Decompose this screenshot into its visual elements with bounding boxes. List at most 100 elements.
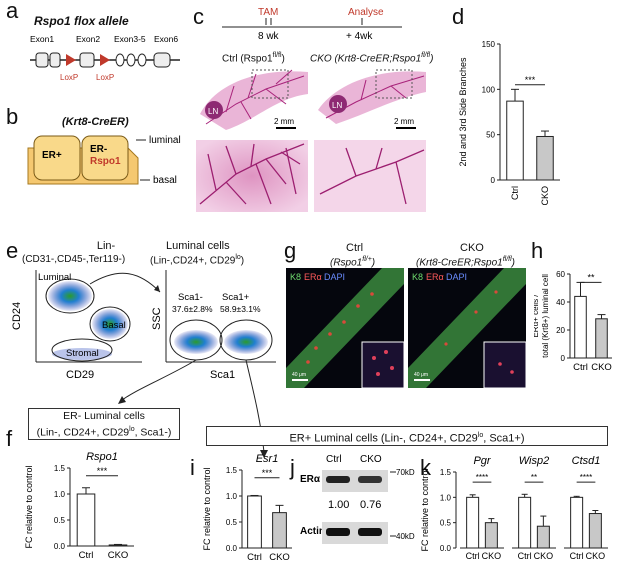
bar-ctsd1-ctrl bbox=[570, 496, 584, 549]
y-axis-label: ERα+ cells / bbox=[534, 294, 540, 338]
significance-label: **** bbox=[580, 473, 592, 482]
x-tick-label: CKO bbox=[269, 552, 290, 563]
bar-pgr-ctrl bbox=[466, 496, 480, 549]
loxp-label-2: LoxP bbox=[96, 73, 114, 82]
y-tick-label: 0.5 bbox=[226, 518, 238, 527]
timeline: TAM Analyse 8 wk + 4wk bbox=[222, 7, 402, 42]
bar-ctrl bbox=[506, 100, 524, 181]
g-ctrl-title: Ctrl bbox=[346, 242, 364, 254]
y-tick-label: 0.0 bbox=[226, 544, 238, 553]
k8-label-cko: K8 bbox=[412, 272, 423, 282]
tam-label: TAM bbox=[258, 7, 278, 18]
x-tick-label: CKO bbox=[586, 551, 606, 561]
scale-bar-cko: 2 mm bbox=[394, 117, 414, 126]
scale-bar-ctrl: 2 mm bbox=[274, 117, 294, 126]
lin-title: Lin- bbox=[96, 240, 116, 252]
panel-letter-i: i bbox=[190, 455, 195, 480]
x-tick-label: CKO bbox=[108, 550, 129, 561]
y-tick-label: 40 bbox=[556, 298, 565, 307]
ln-label-cko: LN bbox=[332, 101, 342, 110]
blot-cko-label: CKO bbox=[360, 454, 382, 465]
x-tick-label: Ctrl bbox=[79, 550, 94, 561]
sca1-axis-label: Sca1 bbox=[210, 369, 235, 381]
stromal-gate: Stromal bbox=[66, 348, 99, 359]
basal-gate: Basal bbox=[102, 320, 126, 331]
blot-actin-label: Actin bbox=[300, 526, 325, 537]
bar-ctrl bbox=[247, 495, 262, 549]
chart-k: 0.0 0.5 1.0 1.5 FC relative to control Pgr Ctr… bbox=[420, 455, 608, 561]
significance-label: *** bbox=[97, 466, 108, 476]
quant-cko: 0.76 bbox=[360, 499, 381, 511]
group-title: Ctsd1 bbox=[572, 455, 601, 467]
er-pos-label: ER+ bbox=[42, 150, 62, 161]
x-tick-label: CKO bbox=[540, 186, 550, 206]
y-axis-label-2: total (Krt8+) luminal cell bbox=[541, 274, 550, 358]
y-tick-label: 50 bbox=[486, 131, 495, 140]
exon3-5-label: Exon3-5 bbox=[114, 34, 146, 44]
luminal-gate: Luminal bbox=[38, 272, 71, 283]
y-axis-label: FC relative to control bbox=[420, 468, 430, 551]
x-tick-label: CKO bbox=[534, 551, 554, 561]
exon2-label: Exon2 bbox=[76, 34, 100, 44]
scale-bar-g-cko: 40 μm bbox=[414, 372, 428, 378]
ctrl-whole-mount-title: Ctrl (Rspo1fl/fl) bbox=[222, 52, 285, 65]
kd70-label: 70kD bbox=[396, 468, 415, 477]
ssc-axis-label: SSC bbox=[151, 307, 163, 330]
y-tick-label: 1.0 bbox=[226, 492, 238, 501]
panel-letter-g: g bbox=[284, 238, 297, 263]
g-cko-title: CKO bbox=[460, 242, 484, 254]
y-tick-label: 20 bbox=[556, 326, 565, 335]
chart-f: 0.0 0.5 1.0 1.5 Ctrl CKO *** FC relative to con… bbox=[24, 451, 134, 561]
timepoint-2: + 4wk bbox=[346, 31, 373, 42]
y-axis-label: 2nd and 3rd Side Branches bbox=[458, 57, 468, 167]
x-tick-label: CKO bbox=[482, 551, 502, 561]
y-tick-label: 1.5 bbox=[226, 466, 238, 475]
chart-d: 0 50 100 150 Ctrl CKO *** 2nd and 3rd Side Bran… bbox=[458, 40, 560, 206]
panel-letter-c: c bbox=[193, 4, 204, 29]
timepoint-1: 8 wk bbox=[258, 31, 280, 42]
y-tick-label: 0.5 bbox=[54, 516, 66, 525]
y-tick-label: 0 bbox=[561, 354, 566, 363]
panel-letter-d: d bbox=[452, 4, 465, 29]
era-label-ctrl: ERα bbox=[304, 272, 322, 282]
er-neg-label: ER- bbox=[90, 144, 107, 155]
rspo1-label: Rspo1 bbox=[90, 156, 121, 167]
group-title: Pgr bbox=[473, 455, 491, 467]
panel-letter-h: h bbox=[531, 238, 544, 263]
blot-ctrl-label: Ctrl bbox=[326, 454, 342, 465]
ln-label-ctrl: LN bbox=[208, 107, 218, 116]
sca1-pos-value: 58.9±3.1% bbox=[220, 304, 261, 314]
bar-pgr-cko bbox=[484, 522, 498, 549]
lin-subtitle: (CD31-,CD45-,Ter119-) bbox=[22, 254, 126, 265]
bar-cko bbox=[272, 512, 287, 549]
sca1-neg-label: Sca1- bbox=[178, 292, 203, 303]
y-tick-label: 0.0 bbox=[54, 542, 66, 551]
cell-cartoon: ER+ ER- Rspo1 luminal basal bbox=[27, 135, 181, 186]
lymph-node-cko bbox=[329, 95, 347, 113]
bar-cko bbox=[536, 135, 554, 181]
immunostaining-images: 40 μm K8 ERα DAPI 40 μm K8 ERα DAPI bbox=[286, 268, 526, 388]
x-tick-label: Ctrl bbox=[518, 551, 532, 561]
kd40-label: 40kD bbox=[396, 532, 415, 541]
loxp-label-1: LoxP bbox=[60, 73, 78, 82]
y-tick-label: 60 bbox=[556, 270, 565, 279]
panel-letter-b: b bbox=[6, 104, 19, 129]
panel-letter-f: f bbox=[6, 426, 13, 451]
luminal-cells-title: Luminal cells bbox=[166, 240, 230, 252]
panel-letter-k: k bbox=[420, 455, 431, 480]
panel-letter-a: a bbox=[6, 0, 19, 23]
bar-ctsd1-cko bbox=[588, 513, 602, 549]
y-axis-label: FC relative to control bbox=[24, 465, 34, 548]
significance-label: **** bbox=[476, 473, 488, 482]
x-tick-label: Ctrl bbox=[247, 552, 262, 563]
k8-label-ctrl: K8 bbox=[290, 272, 301, 282]
group-title: Wisp2 bbox=[519, 455, 549, 467]
exon1-label: Exon1 bbox=[30, 34, 54, 44]
sca1-neg-value: 37.6±2.8% bbox=[172, 304, 213, 314]
y-tick-label: 0.5 bbox=[440, 519, 452, 528]
quant-ctrl: 1.00 bbox=[328, 499, 349, 511]
panel-a-title: Rspo1 flox allele bbox=[34, 14, 129, 28]
significance-label: ** bbox=[587, 272, 595, 282]
x-tick-label: CKO bbox=[591, 362, 612, 373]
